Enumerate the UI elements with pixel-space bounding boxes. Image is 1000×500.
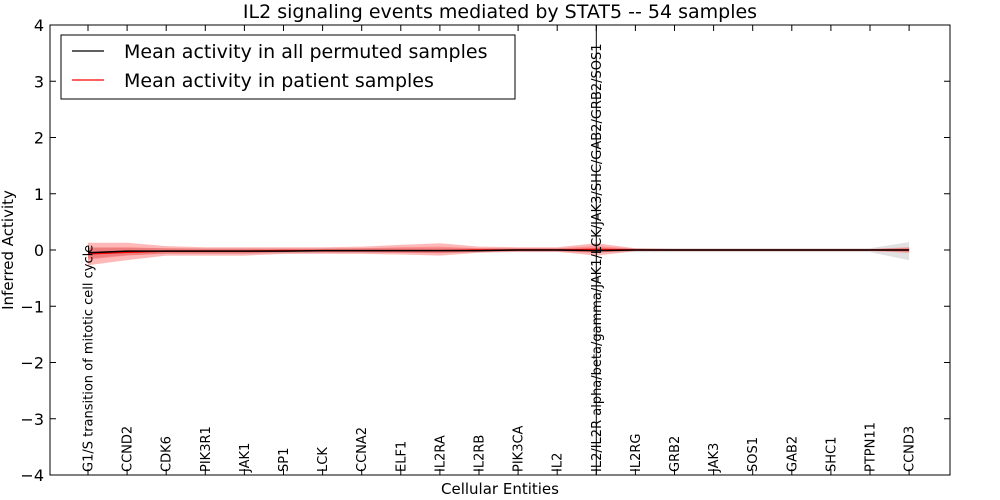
x-tick-label: IL2RG [629,434,644,472]
x-tick-label: CCND2 [121,426,136,472]
y-tick-label: −4 [20,466,44,485]
y-axis-label: Inferred Activity [0,190,17,310]
x-tick-label: ELF1 [394,441,409,472]
y-tick-label: −3 [20,410,44,429]
x-tick-label: SP1 [277,448,292,472]
legend-label-patient: Mean activity in patient samples [124,70,434,92]
x-tick-label: IL2 [551,453,566,472]
x-tick-label: IL2RA [433,435,448,472]
x-tick-label: GRB2 [668,436,683,472]
confidence-bands [88,242,910,266]
plot-frame [49,24,951,476]
x-tick-label: JAK3 [707,443,722,473]
x-tick-label: PIK3CA [512,425,527,472]
legend: Mean activity in all permuted samples Me… [60,34,516,100]
permuted-mean-line [87,249,910,254]
permuted-band [88,242,910,261]
x-tick-label: G1/S transition of mitotic cell cycle [82,245,97,472]
y-tick-label: −2 [20,354,44,373]
patient-band-outer [88,242,910,266]
chart-title: IL2 signaling events mediated by STAT5 -… [243,1,757,23]
x-tick-label: PIK3R1 [199,426,214,472]
y-tick-label: 3 [34,72,44,91]
legend-label-permuted: Mean activity in all permuted samples [124,41,487,63]
y-tick-label: 4 [34,16,44,35]
y-ticks: −4 −3 −2 −1 0 1 2 3 4 [20,16,950,485]
x-tick-label: SHC1 [824,437,839,472]
x-axis-label: Cellular Entities [441,480,559,498]
x-tick-label: GAB2 [785,436,800,472]
x-tick-label: IL2/IL2R alpha/beta/gamma/JAK1/LCK/JAK3/… [590,43,605,472]
x-ticks: G1/S transition of mitotic cell cycle CCN… [82,25,918,475]
x-tick-label: JAK1 [238,443,253,473]
y-tick-label: −1 [20,297,44,316]
x-tick-label: CCNA2 [355,427,370,472]
x-tick-label: PTPN11 [864,422,879,472]
x-tick-label: CDK6 [160,436,175,472]
legend-box [60,34,516,100]
y-tick-label: 0 [34,241,44,260]
x-tick-label: LCK [316,447,331,472]
x-tick-label: IL2RB [473,435,488,472]
y-tick-label: 2 [34,129,44,148]
x-tick-label: SOS1 [746,437,761,472]
x-tick-label: CCND3 [903,426,918,472]
y-tick-label: 1 [34,185,44,204]
series-lines [87,25,910,475]
